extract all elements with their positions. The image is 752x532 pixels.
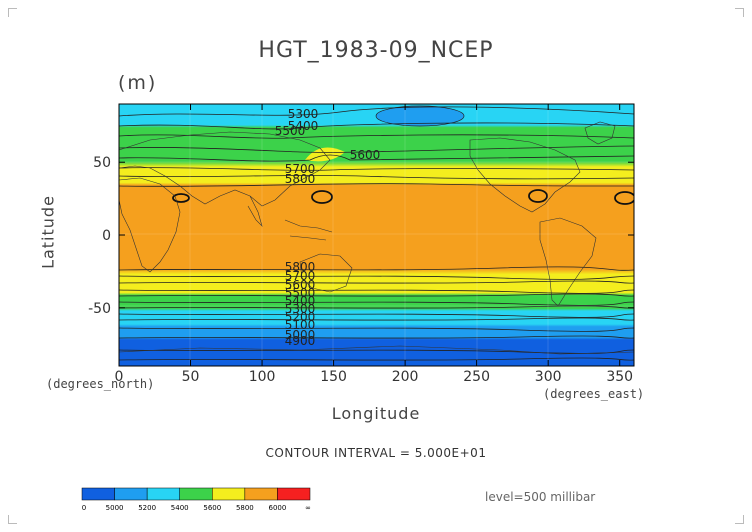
contour-label: 5700 (285, 162, 316, 176)
colorbar-label: 5400 (171, 504, 189, 512)
contour-label: 5500 (275, 124, 306, 138)
crop-mark-top-right (735, 8, 744, 17)
colorbar: 0 5000 5200 5400 5600 5800 6000 ∞ (81, 487, 311, 512)
contour-label: 5400 (285, 294, 316, 308)
colorbar-label: ∞ (305, 504, 311, 512)
contour-interval-note: CONTOUR INTERVAL = 5.000E+01 (265, 446, 487, 460)
level-note: level=500 millibar (485, 490, 596, 504)
grid (119, 104, 634, 366)
contour-lines (119, 106, 634, 361)
y-units-note: (degrees_north) (46, 377, 155, 391)
x-tick-label: 300 (535, 369, 562, 385)
y-tick-label: -50 (88, 301, 111, 317)
contour-label: 5700 (285, 269, 316, 283)
x-tick-label: 50 (182, 369, 200, 385)
colorbar-swatch (179, 487, 213, 501)
x-tick-label: 250 (463, 369, 490, 385)
contour-label-layer: 5300540055005600570058005800570056005500… (275, 107, 381, 348)
colorbar-swatch (81, 487, 115, 501)
colorbar-label: 5200 (138, 504, 156, 512)
colorbar-label: 5000 (106, 504, 124, 512)
map-field (119, 104, 634, 366)
high-centers (172, 189, 634, 205)
x-tick-label: 0 (115, 369, 124, 385)
colorbar-swatch (212, 487, 246, 501)
contour-label: 5300 (285, 302, 316, 316)
polar-low-region (376, 106, 464, 126)
colorbar-label: 0 (82, 504, 86, 512)
contour-label: 5000 (285, 328, 316, 342)
x-axis-label: Longitude (331, 404, 421, 423)
colorbar-label: 5600 (203, 504, 221, 512)
y-tick-label: 50 (93, 155, 111, 171)
contour-label: 5200 (285, 310, 316, 324)
colorbar-label: 5800 (236, 504, 254, 512)
colorbar-swatch (244, 487, 278, 501)
x-tick-label: 200 (392, 369, 419, 385)
contour-label: 5600 (285, 278, 316, 292)
colorbar-swatch (277, 487, 311, 501)
x-tick-label: 150 (320, 369, 347, 385)
contour-label: 5800 (285, 172, 316, 186)
x-tick-label: 100 (249, 369, 276, 385)
units-label: (m) (118, 72, 158, 94)
x-units-note: (degrees_east) (543, 387, 645, 401)
colorbar-swatch (146, 487, 180, 501)
contour-label: 5300 (288, 107, 319, 121)
colorbar-swatch (114, 487, 148, 501)
crop-mark-top-left (8, 8, 17, 17)
contour-label: 4900 (285, 334, 316, 348)
crop-mark-bottom-left (8, 515, 17, 524)
coastlines (119, 121, 634, 355)
plot-title: HGT_1983-09_NCEP (258, 38, 494, 63)
y-tick-label: 0 (102, 228, 111, 244)
height-field (119, 104, 634, 366)
tick-layer: 0 50 100 150 200 250 300 350 50 0 -50 (88, 104, 634, 385)
contour-label: 5100 (285, 318, 316, 332)
crop-mark-bottom-right (735, 515, 744, 524)
polar-low-contour (375, 105, 465, 127)
contour-label: 5400 (288, 119, 319, 133)
contour-label: 5800 (285, 260, 316, 274)
contour-label: 5600 (350, 148, 381, 162)
colorbar-label: 6000 (269, 504, 287, 512)
contour-label: 5500 (285, 286, 316, 300)
x-tick-label: 350 (606, 369, 633, 385)
